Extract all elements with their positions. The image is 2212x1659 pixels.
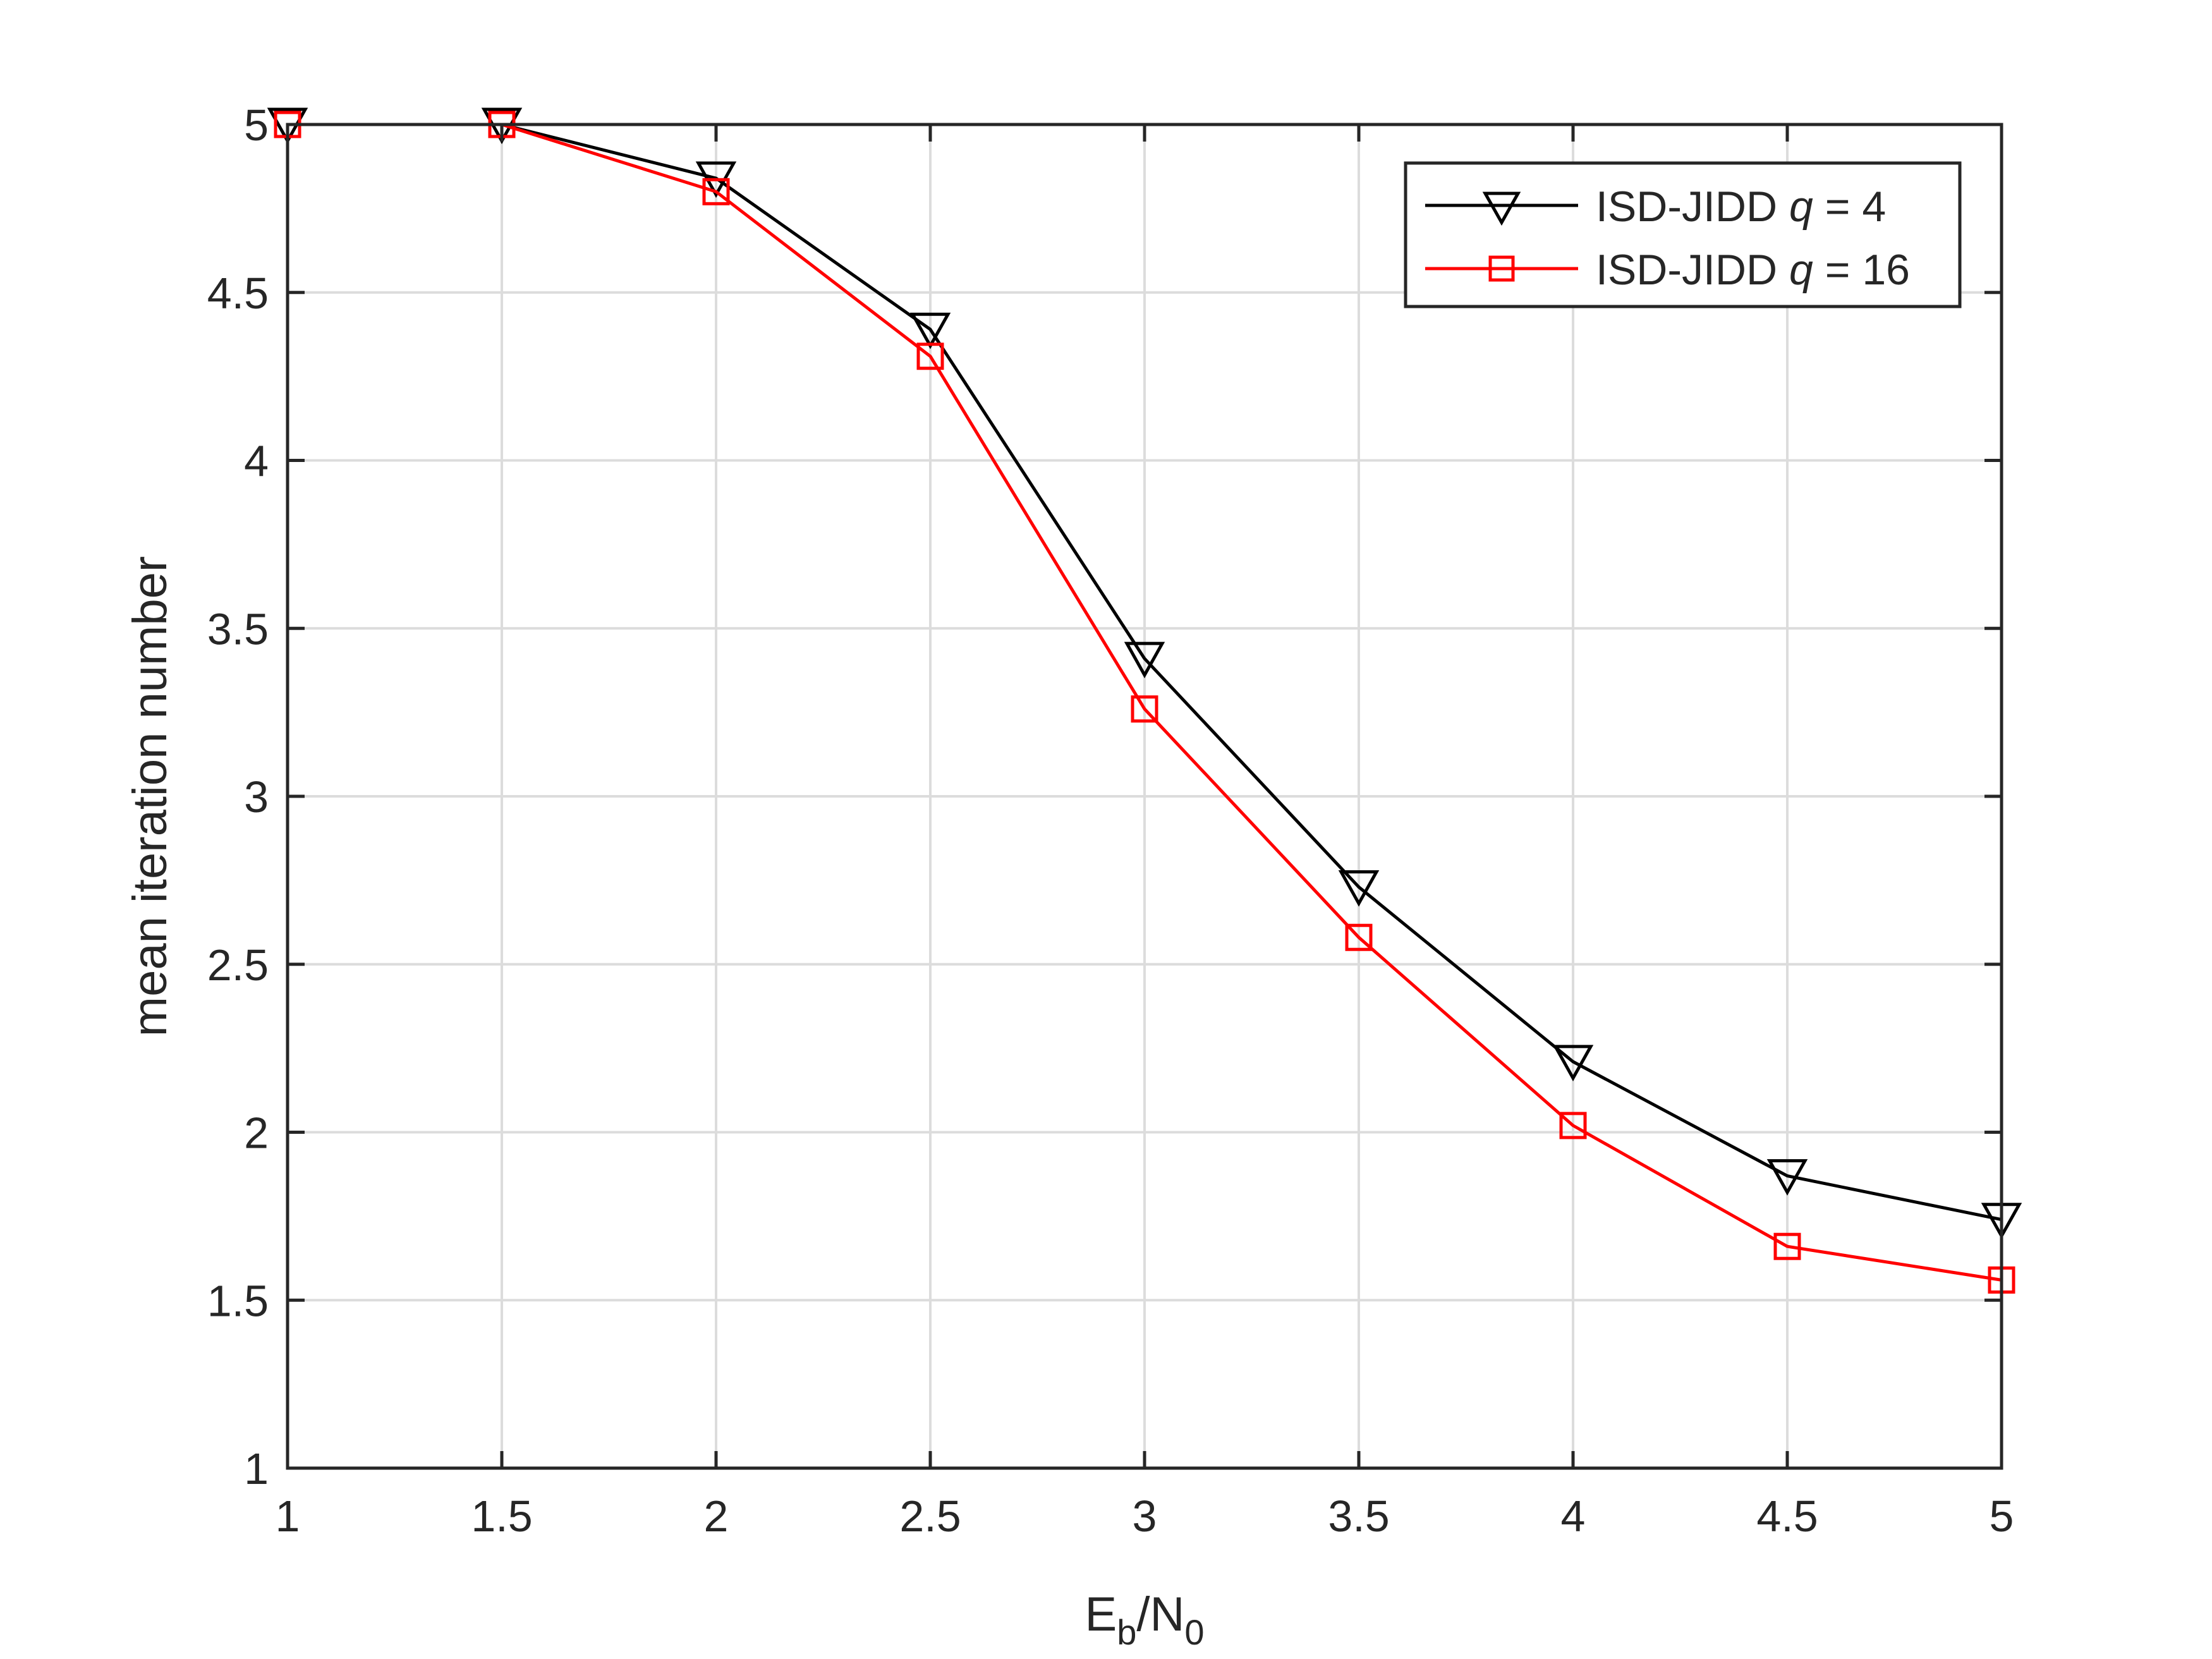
y-tick-label: 5 [244,100,269,150]
y-tick-label: 3.5 [207,604,269,653]
x-tick-label: 2 [704,1492,729,1541]
y-axis-label: mean iteration number [123,556,177,1036]
y-tick-label: 4 [244,437,269,486]
x-axis-label-sub1: b [1117,1612,1136,1652]
tick-marks [286,123,2003,1470]
series-layer [267,107,2022,1294]
series-2-point [916,343,944,370]
legend: ISD-JIDD q = 4 ISD-JIDD q = 16 [1404,161,1962,308]
legend-label-series-1: ISD-JIDD q = 4 [1596,183,1886,231]
x-tick-label: 3.5 [1328,1492,1389,1541]
y-tick-label: 1 [244,1444,269,1493]
x-axis-label-mid: /N [1136,1588,1184,1641]
x-tick-label: 1.5 [471,1492,532,1541]
x-tick-label: 4 [1561,1492,1586,1541]
series-2-point [1773,1232,1801,1260]
legend-marker-series-2 [1488,255,1515,282]
x-axis-label-main: E [1085,1588,1117,1641]
series-2-point [1131,695,1158,723]
series-2-point [1345,923,1373,951]
y-tick-label: 1.5 [207,1276,269,1325]
series-1-line [288,123,2002,1222]
x-tick-label: 2.5 [899,1492,961,1541]
series-1-point [909,312,951,349]
y-tick-label: 4.5 [207,269,269,318]
x-tick-label: 3 [1133,1492,1157,1541]
y-tick-label: 2 [244,1109,269,1158]
series-1-point [1552,1045,1594,1082]
x-tick-label: 1 [276,1492,300,1541]
series-2-point [702,178,730,205]
y-tick-label: 2.5 [207,940,269,990]
series-2-point [1559,1112,1587,1139]
tick-labels: 1 1.5 2 2.5 3 3.5 4 4.5 5 1 1.5 2 2.5 3 3.5 4 4.5 5 [207,100,2014,1541]
series-1-point [1766,1159,1808,1196]
series-1-point [1338,870,1380,907]
x-tick-label: 5 [1990,1492,2014,1541]
y-tick-label: 3 [244,772,269,822]
legend-label-series-2: ISD-JIDD q = 16 [1596,246,1910,294]
series-2-line [288,123,2002,1282]
series-1-point [1124,641,1165,679]
x-axis-label: Eb/N0 [1085,1588,1204,1652]
x-axis-label-sub2: 0 [1184,1612,1204,1652]
legend-marker-series-1 [1482,191,1521,226]
x-tick-label: 4.5 [1756,1492,1818,1541]
legend-box [1404,161,1962,308]
